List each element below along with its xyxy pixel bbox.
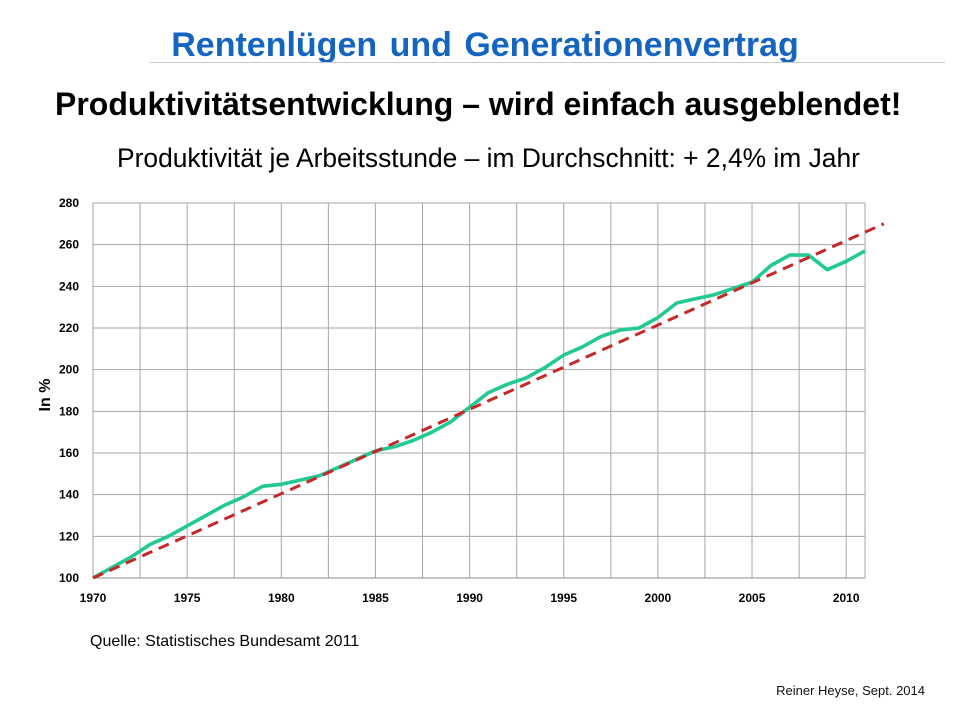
y-tick-label: 140 [59,488,79,502]
y-tick-label: 240 [59,279,79,293]
x-tick-label: 1975 [174,591,201,605]
series-line [92,249,866,580]
y-tick-label: 160 [59,446,79,460]
y-axis-label: In % [37,379,54,412]
y-tick-label: 260 [59,238,79,252]
y-tick-label: 200 [59,363,79,377]
y-axis-tick-labels: 100 120 140 160 180 200 220 240 260 280 [59,196,79,585]
x-tick-label: 2010 [833,591,860,605]
x-tick-label: 2000 [645,591,672,605]
slide-title: Rentenlügen und Generationenvertrag [171,26,799,64]
y-tick-label: 180 [59,404,79,418]
x-tick-label: 1985 [362,591,389,605]
slide-subtitle: Produktivitätsentwicklung – wird einfach… [55,86,902,122]
y-tick-label: 120 [59,529,79,543]
y-tick-label: 220 [59,321,79,335]
chart-series [92,222,885,580]
x-tick-label: 1995 [550,591,577,605]
x-tick-label: 1990 [456,591,483,605]
x-tick-label: 1980 [268,591,295,605]
chart-title: Produktivität je Arbeitsstunde – im Durc… [117,143,860,173]
author-credit: Reiner Heyse, Sept. 2014 [776,683,925,698]
y-tick-label: 280 [59,196,79,210]
trend-line [92,222,885,580]
x-axis-tick-labels: 1970 1975 1980 1985 1990 1995 2000 2005 2010 [80,591,860,605]
title-divider [150,62,945,63]
source-note: Quelle: Statistisches Bundesamt 2011 [90,633,360,650]
x-tick-label: 2005 [739,591,766,605]
chart-grid [92,202,866,579]
x-tick-label: 1970 [80,591,107,605]
y-tick-label: 100 [59,571,79,585]
